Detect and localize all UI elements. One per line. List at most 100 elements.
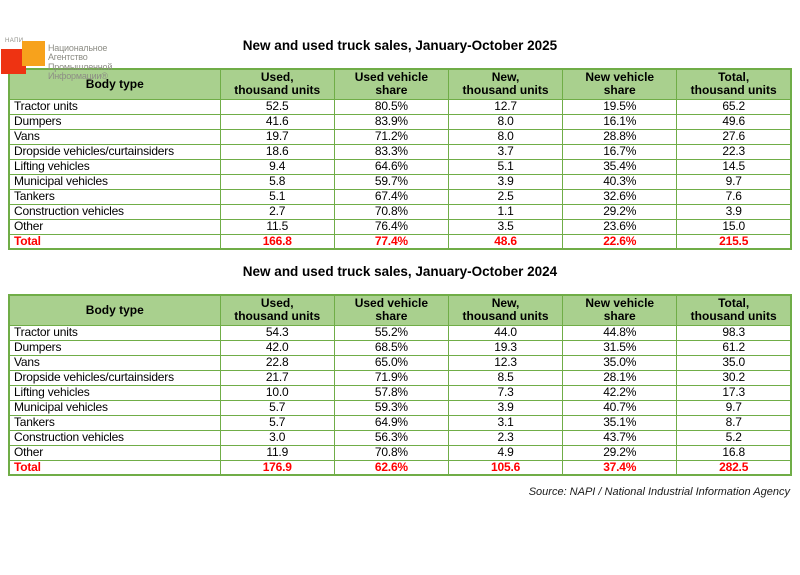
column-header: Used, thousand units xyxy=(219,68,335,100)
cell-value: 83.3% xyxy=(333,143,449,160)
table-row: Lifting vehicles 9.4 64.6% 5.1 35.4% 14.5 xyxy=(8,158,792,175)
cell-value: 41.6 xyxy=(219,113,335,130)
logo-red-square-icon xyxy=(1,49,26,74)
cell-value: 5.1 xyxy=(219,188,335,205)
table-row: Tractor units 54.3 55.2% 44.0 44.8% 98.3 xyxy=(8,324,792,341)
cell-value: 282.5 xyxy=(676,459,792,476)
table-row: Dumpers 42.0 68.5% 19.3 31.5% 61.2 xyxy=(8,339,792,356)
table-section-2024: Body type Used, thousand units Used vehicl… xyxy=(8,294,792,476)
cell-value: 3.1 xyxy=(447,414,564,431)
column-header: New, thousand units xyxy=(447,294,564,326)
cell-value: 64.9% xyxy=(333,414,449,431)
column-header: Body type xyxy=(8,68,221,100)
cell-value: 16.8 xyxy=(676,444,792,461)
table-row: Dumpers 41.6 83.9% 8.0 16.1% 49.6 xyxy=(8,113,792,130)
cell-value: 9.4 xyxy=(219,158,335,175)
cell-value: 176.9 xyxy=(219,459,335,476)
table-row: Tankers 5.1 67.4% 2.5 32.6% 7.6 xyxy=(8,188,792,205)
cell-value: 55.2% xyxy=(333,324,449,341)
row-label: Dropside vehicles/curtainsiders xyxy=(8,143,221,160)
cell-value: 40.3% xyxy=(562,173,678,190)
cell-value: 11.5 xyxy=(219,218,335,235)
cell-value: 76.4% xyxy=(333,218,449,235)
table-row: Municipal vehicles 5.8 59.7% 3.9 40.3% 9.7 xyxy=(8,173,792,190)
table-row: Dropside vehicles/curtainsiders 21.7 71.9%… xyxy=(8,369,792,386)
table-row: Vans 22.8 65.0% 12.3 35.0% 35.0 xyxy=(8,354,792,371)
logo-orange-square-icon xyxy=(22,41,45,66)
total-row: Total 176.9 62.6% 105.6 37.4% 282.5 xyxy=(8,459,792,476)
cell-value: 12.7 xyxy=(447,98,564,115)
cell-value: 5.7 xyxy=(219,414,335,431)
truck-sales-table-2025: Body type Used, thousand units Used vehicl… xyxy=(8,68,792,250)
table-row: Tankers 5.7 64.9% 3.1 35.1% 8.7 xyxy=(8,414,792,431)
cell-value: 43.7% xyxy=(562,429,678,446)
cell-value: 44.0 xyxy=(447,324,564,341)
table-section-2025: Body type Used, thousand units Used vehicl… xyxy=(8,68,792,250)
cell-value: 27.6 xyxy=(676,128,792,145)
cell-value: 3.0 xyxy=(219,429,335,446)
row-label: Dumpers xyxy=(8,113,221,130)
cell-value: 19.5% xyxy=(562,98,678,115)
cell-value: 215.5 xyxy=(676,233,792,250)
cell-value: 14.5 xyxy=(676,158,792,175)
cell-value: 98.3 xyxy=(676,324,792,341)
cell-value: 31.5% xyxy=(562,339,678,356)
cell-value: 44.8% xyxy=(562,324,678,341)
cell-value: 77.4% xyxy=(333,233,449,250)
cell-value: 3.9 xyxy=(447,399,564,416)
cell-value: 62.6% xyxy=(333,459,449,476)
cell-value: 65.0% xyxy=(333,354,449,371)
column-header: Used vehicle share xyxy=(333,68,449,100)
table-row: Other 11.5 76.4% 3.5 23.6% 15.0 xyxy=(8,218,792,235)
cell-value: 29.2% xyxy=(562,444,678,461)
cell-value: 22.8 xyxy=(219,354,335,371)
cell-value: 7.3 xyxy=(447,384,564,401)
table-row: Dropside vehicles/curtainsiders 18.6 83.3%… xyxy=(8,143,792,160)
row-label: Total xyxy=(8,233,221,250)
column-header: Used vehicle share xyxy=(333,294,449,326)
cell-value: 17.3 xyxy=(676,384,792,401)
row-label: Dropside vehicles/curtainsiders xyxy=(8,369,221,386)
row-label: Tractor units xyxy=(8,324,221,341)
napi-logo: НАПИ Национальное Агентство Промышленной… xyxy=(0,37,220,89)
cell-value: 4.9 xyxy=(447,444,564,461)
cell-value: 32.6% xyxy=(562,188,678,205)
cell-value: 61.2 xyxy=(676,339,792,356)
cell-value: 2.3 xyxy=(447,429,564,446)
cell-value: 28.1% xyxy=(562,369,678,386)
row-label: Vans xyxy=(8,354,221,371)
cell-value: 10.0 xyxy=(219,384,335,401)
row-label: Other xyxy=(8,218,221,235)
cell-value: 5.7 xyxy=(219,399,335,416)
row-label: Dumpers xyxy=(8,339,221,356)
cell-value: 15.0 xyxy=(676,218,792,235)
cell-value: 71.9% xyxy=(333,369,449,386)
cell-value: 70.8% xyxy=(333,203,449,220)
cell-value: 16.1% xyxy=(562,113,678,130)
row-label: Municipal vehicles xyxy=(8,173,221,190)
cell-value: 11.9 xyxy=(219,444,335,461)
column-header: New vehicle share xyxy=(562,68,678,100)
column-header: New vehicle share xyxy=(562,294,678,326)
cell-value: 5.8 xyxy=(219,173,335,190)
header-row: Body type Used, thousand units Used vehicl… xyxy=(8,68,792,100)
table-title-2025: New and used truck sales, January-Octobe… xyxy=(242,38,558,53)
row-label: Vans xyxy=(8,128,221,145)
cell-value: 2.5 xyxy=(447,188,564,205)
cell-value: 8.5 xyxy=(447,369,564,386)
cell-value: 8.0 xyxy=(447,128,564,145)
table-row: Tractor units 52.5 80.5% 12.7 19.5% 65.2 xyxy=(8,98,792,115)
cell-value: 35.0 xyxy=(676,354,792,371)
cell-value: 18.6 xyxy=(219,143,335,160)
row-label: Lifting vehicles xyxy=(8,384,221,401)
cell-value: 22.3 xyxy=(676,143,792,160)
cell-value: 5.2 xyxy=(676,429,792,446)
cell-value: 54.3 xyxy=(219,324,335,341)
cell-value: 105.6 xyxy=(447,459,564,476)
cell-value: 7.6 xyxy=(676,188,792,205)
cell-value: 70.8% xyxy=(333,444,449,461)
cell-value: 19.3 xyxy=(447,339,564,356)
row-label: Tankers xyxy=(8,188,221,205)
report-page: НАПИ Национальное Агентство Промышленной… xyxy=(0,37,800,499)
cell-value: 16.7% xyxy=(562,143,678,160)
